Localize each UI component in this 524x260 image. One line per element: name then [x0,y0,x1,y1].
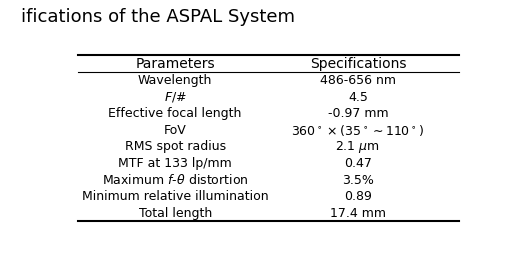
Text: Parameters: Parameters [135,57,215,71]
Text: Effective focal length: Effective focal length [108,107,242,120]
Text: Total length: Total length [138,207,212,220]
Text: 17.4 mm: 17.4 mm [330,207,386,220]
Text: Minimum relative illumination: Minimum relative illumination [82,190,268,203]
Text: 0.89: 0.89 [344,190,372,203]
Text: 3.5%: 3.5% [342,174,374,187]
Text: $360^\circ \times(35^\circ \sim110^\circ)$: $360^\circ \times(35^\circ \sim110^\circ… [291,123,424,138]
Text: MTF at 133 lp/mm: MTF at 133 lp/mm [118,157,232,170]
Text: ifications of the ASPAL System: ifications of the ASPAL System [21,8,295,26]
Text: $F/\#$: $F/\#$ [163,90,187,104]
Text: Maximum $f$-$\theta$ distortion: Maximum $f$-$\theta$ distortion [102,173,248,187]
Text: Specifications: Specifications [310,57,406,71]
Text: Wavelength: Wavelength [138,74,212,87]
Text: 486-656 nm: 486-656 nm [320,74,396,87]
Text: 4.5: 4.5 [348,90,368,103]
Text: FoV: FoV [164,124,187,137]
Text: RMS spot radius: RMS spot radius [125,140,226,153]
Text: 2.1 $\mu$m: 2.1 $\mu$m [335,139,380,155]
Text: -0.97 mm: -0.97 mm [328,107,388,120]
Text: 0.47: 0.47 [344,157,372,170]
